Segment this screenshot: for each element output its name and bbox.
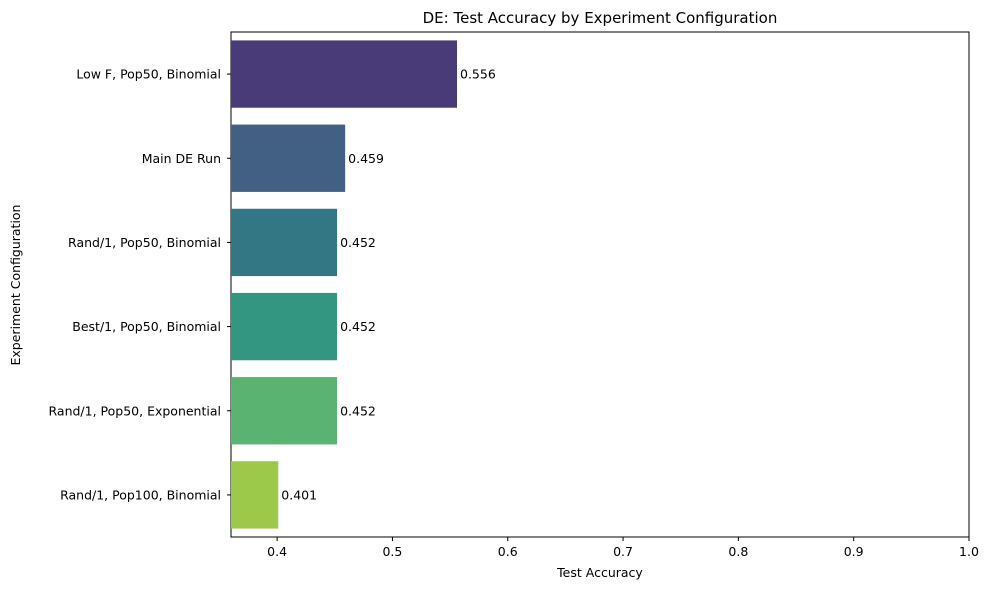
y-tick-label: Rand/1, Pop50, Exponential [49, 403, 222, 418]
x-tick-label: 0.7 [613, 544, 633, 559]
bar [231, 292, 338, 361]
y-tick-label: Main DE Run [142, 151, 221, 166]
bar [231, 124, 346, 192]
bars-layer: 0.556 0.459 0.452 0.452 0.452 0.401 [231, 40, 496, 529]
bar [231, 377, 338, 445]
bar-value-label: 0.556 [460, 67, 496, 82]
x-tick-label: 0.8 [728, 544, 748, 559]
x-tick-label: 0.5 [382, 544, 402, 559]
x-tick-label: 0.6 [498, 544, 518, 559]
bar-value-label: 0.401 [281, 487, 317, 502]
x-tick-label: 1.0 [959, 544, 979, 559]
x-axis-label: Test Accuracy [556, 565, 643, 580]
plot-area [230, 31, 970, 538]
y-tick-label: Rand/1, Pop100, Binomial [60, 487, 221, 502]
bar [231, 461, 279, 529]
y-tick-label: Low F, Pop50, Binomial [76, 67, 221, 82]
y-tick-label: Rand/1, Pop50, Binomial [68, 235, 221, 250]
y-axis-ticks: Low F, Pop50, Binomial Main DE Run Rand/1,… [49, 67, 231, 502]
x-tick-label: 0.4 [267, 544, 287, 559]
bar-value-label: 0.459 [348, 151, 384, 166]
y-tick-label: Best/1, Pop50, Binomial [72, 319, 221, 334]
bar-value-label: 0.452 [340, 403, 376, 418]
bar [231, 208, 338, 277]
chart-title: DE: Test Accuracy by Experiment Configur… [423, 9, 778, 27]
bar-value-label: 0.452 [340, 235, 376, 250]
y-axis-label: Experiment Configuration [8, 205, 23, 366]
bar-value-label: 0.452 [340, 319, 376, 334]
x-axis-ticks: 0.4 0.5 0.6 0.7 0.8 0.9 1.0 [267, 537, 979, 559]
bar [231, 40, 458, 108]
x-tick-label: 0.9 [844, 544, 864, 559]
